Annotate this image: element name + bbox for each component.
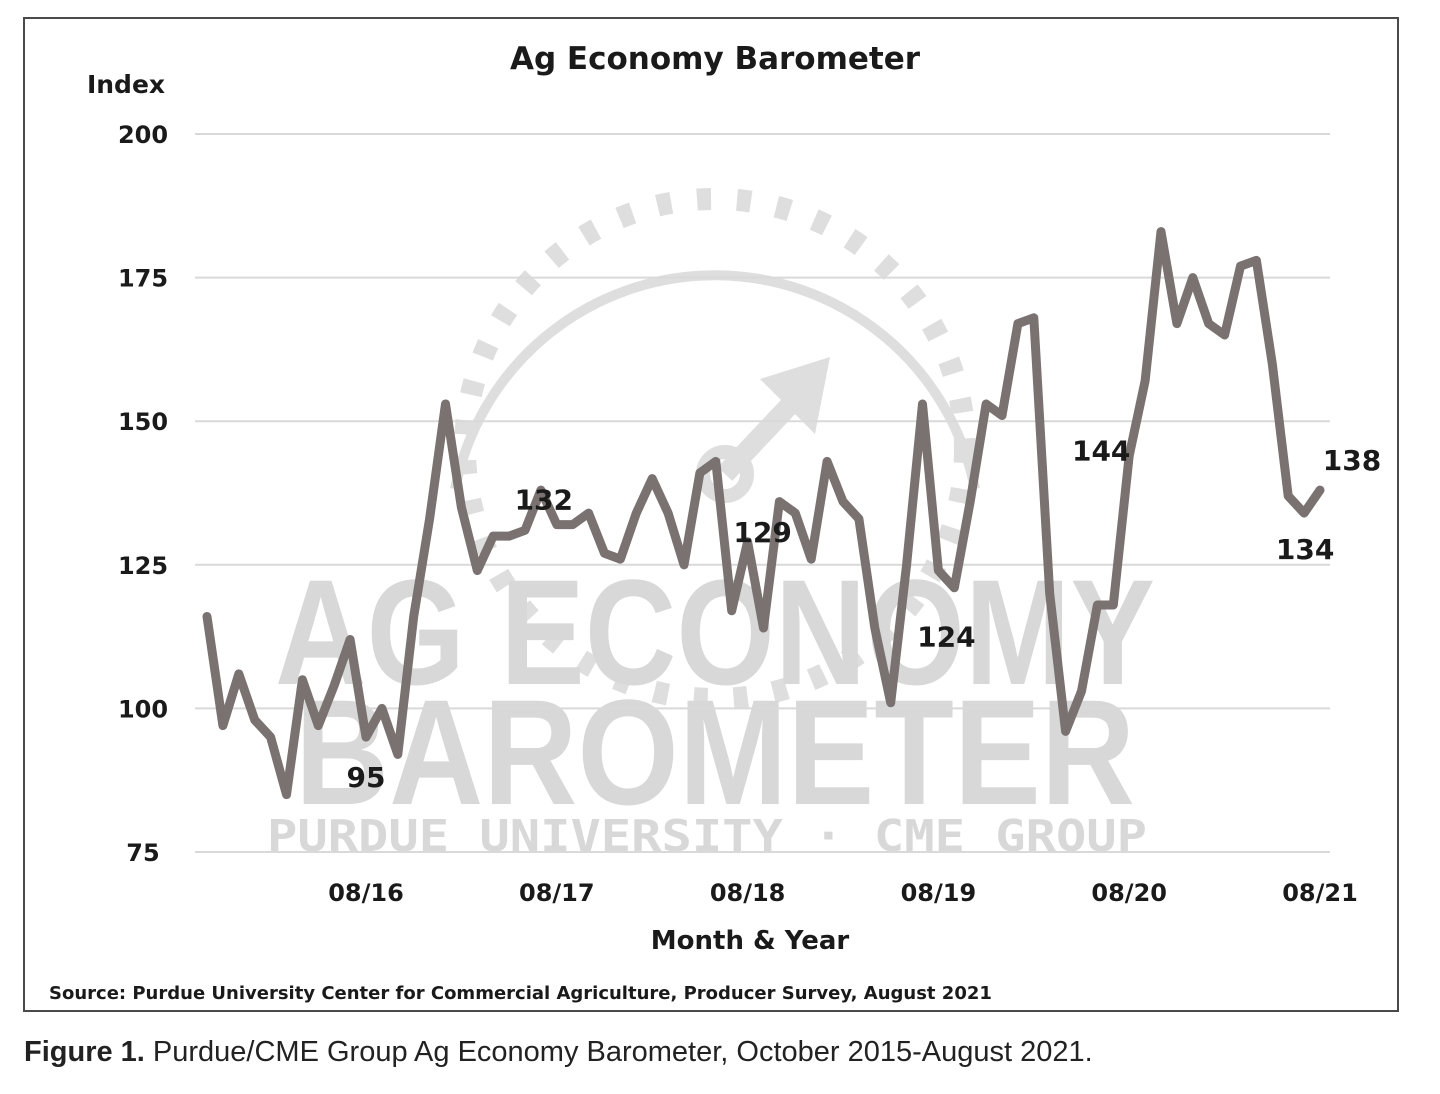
data-label: 144 xyxy=(1072,435,1130,468)
chart-frame: AG ECONOMY BAROMETER PURDUE UNIVERSITY ·… xyxy=(23,17,1399,1012)
source-note: Source: Purdue University Center for Com… xyxy=(49,983,992,1004)
x-tick-label: 08/19 xyxy=(901,879,977,907)
data-label: 95 xyxy=(347,761,386,794)
x-axis-label: Month & Year xyxy=(651,926,850,956)
y-tick-label: 150 xyxy=(118,408,168,436)
figure-caption-text: Purdue/CME Group Ag Economy Barometer, O… xyxy=(144,1036,1093,1068)
chart-svg: AG ECONOMY BAROMETER PURDUE UNIVERSITY ·… xyxy=(49,41,1382,1004)
watermark: AG ECONOMY BAROMETER PURDUE UNIVERSITY ·… xyxy=(267,188,1155,862)
y-tick-label: 175 xyxy=(118,265,168,293)
data-label: 129 xyxy=(733,516,791,549)
y-axis-ticks: 200 175 150 125 100 75 xyxy=(118,121,168,867)
data-annotations: 95 132 129 124 144 138 134 xyxy=(347,435,1382,794)
x-tick-label: 08/20 xyxy=(1091,879,1167,907)
x-axis-ticks: 08/16 08/17 08/18 08/19 08/20 08/21 xyxy=(328,879,1358,907)
series-layer xyxy=(202,227,1325,800)
watermark-arrow-icon xyxy=(760,357,830,434)
data-label: 134 xyxy=(1276,533,1334,566)
series-line xyxy=(202,227,1325,800)
y-tick-label: 100 xyxy=(118,695,168,723)
data-label: 132 xyxy=(515,484,573,517)
figure-caption-label: Figure 1. xyxy=(24,1036,145,1068)
chart-title: Ag Economy Barometer xyxy=(510,41,921,77)
y-tick-label: 200 xyxy=(118,121,168,149)
y-tick-label: 125 xyxy=(118,552,168,580)
y-axis-unit-label: Index xyxy=(87,70,165,99)
x-tick-label: 08/16 xyxy=(328,879,404,907)
data-label: 124 xyxy=(917,621,975,654)
watermark-gauge-arc xyxy=(450,270,980,490)
x-tick-label: 08/17 xyxy=(519,879,595,907)
data-label: 138 xyxy=(1323,444,1381,477)
figure-caption: Figure 1. Purdue/CME Group Ag Economy Ba… xyxy=(24,1036,1093,1069)
watermark-line3: PURDUE UNIVERSITY · CME GROUP xyxy=(267,811,1147,862)
x-tick-label: 08/18 xyxy=(710,879,786,907)
watermark-line2: BAROMETER xyxy=(295,668,1135,836)
x-tick-label: 08/21 xyxy=(1282,879,1358,907)
y-tick-label: 75 xyxy=(126,839,159,867)
